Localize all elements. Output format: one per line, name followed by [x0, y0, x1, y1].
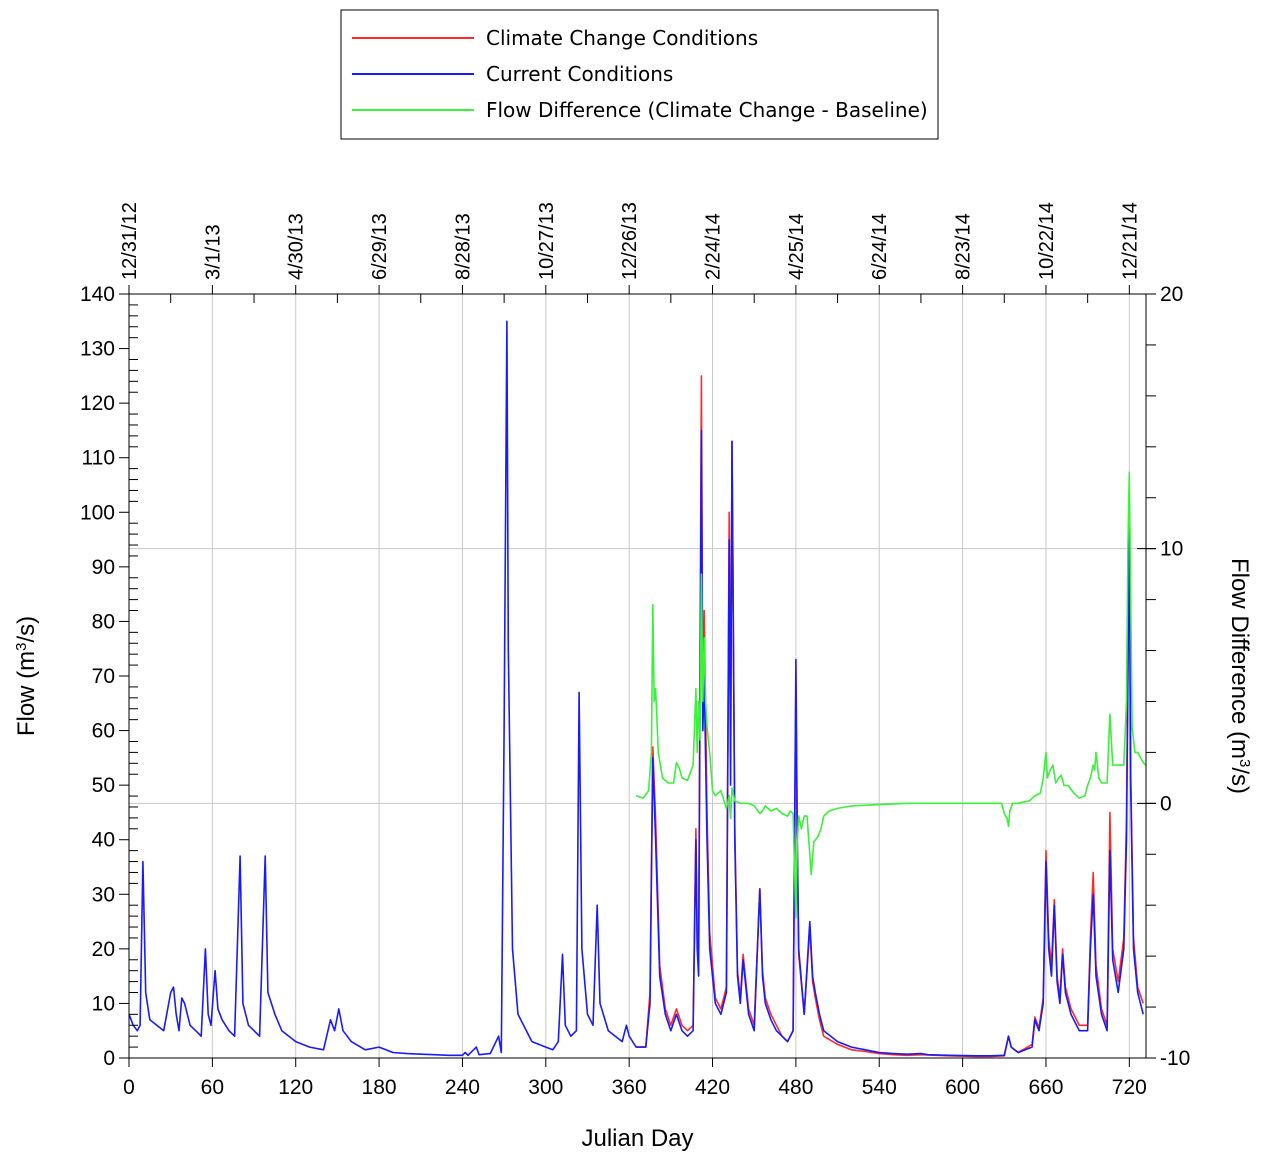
y2-tick-label--10: -10	[1160, 1047, 1190, 1070]
top-date-label-300: 10/27/13	[536, 202, 558, 280]
legend: Climate Change Conditions Current Conditi…	[340, 9, 939, 140]
y2-tick-label-0: 0	[1160, 792, 1172, 815]
series-line-2	[635, 471, 1146, 919]
top-date-label-180: 6/29/13	[369, 213, 391, 280]
top-date-label-0: 12/31/12	[119, 202, 141, 280]
left-y-axis-title-main: Flow (m	[13, 651, 40, 736]
y-tick-label-60: 60	[92, 720, 115, 743]
x-tick-label-540: 540	[862, 1076, 897, 1099]
legend-label-1: Current Conditions	[486, 62, 673, 86]
top-date-label-540: 6/24/14	[869, 213, 891, 280]
x-tick-label-180: 180	[362, 1076, 397, 1099]
top-date-label-240: 8/28/13	[452, 213, 474, 280]
top-date-label-420: 2/24/14	[703, 213, 725, 280]
y-tick-label-130: 130	[80, 338, 115, 361]
top-date-label-360: 12/26/13	[619, 202, 641, 280]
legend-label-0: Climate Change Conditions	[486, 26, 758, 50]
x-tick-label-300: 300	[528, 1076, 563, 1099]
y-tick-label-0: 0	[103, 1047, 115, 1070]
x-tick-label-720: 720	[1112, 1076, 1147, 1099]
y-tick-label-30: 30	[92, 883, 115, 906]
y-tick-label-40: 40	[92, 829, 115, 852]
left-y-axis-title-tail: /s)	[13, 616, 40, 643]
y-tick-label-100: 100	[80, 501, 115, 524]
x-tick-label-240: 240	[445, 1076, 480, 1099]
right-y-axis-title: Flow Difference (m3/s)	[1226, 558, 1254, 794]
left-y-axis-title-sup: 3	[13, 643, 30, 651]
top-date-label-660: 10/22/14	[1036, 202, 1058, 280]
legend-label-2: Flow Difference (Climate Change - Baseli…	[486, 98, 928, 122]
y2-tick-label-20: 20	[1160, 283, 1183, 306]
left-y-axis-title: Flow (m3/s)	[13, 616, 41, 736]
x-tick-label-600: 600	[945, 1076, 980, 1099]
top-date-label-480: 4/25/14	[786, 213, 808, 280]
x-axis-title: Julian Day	[581, 1125, 693, 1152]
right-y-axis-title-main: Flow Difference (m	[1226, 558, 1253, 759]
axes-layer: 0 60 120 180 240 300 360 420 480 540 600 660 72012/3…	[80, 202, 1190, 1099]
y2-tick-label-10: 10	[1160, 538, 1183, 561]
y-tick-label-80: 80	[92, 610, 115, 633]
x-tick-label-60: 60	[201, 1076, 224, 1099]
y-tick-label-110: 110	[82, 447, 115, 470]
right-y-axis-title-sup: 3	[1237, 759, 1254, 767]
y-tick-label-20: 20	[92, 938, 115, 961]
top-date-label-60: 3/1/13	[202, 224, 224, 280]
grid-lines	[129, 294, 1146, 1058]
x-tick-label-360: 360	[612, 1076, 647, 1099]
x-tick-label-0: 0	[123, 1076, 135, 1099]
top-date-label-720: 12/21/14	[1119, 202, 1141, 280]
right-y-axis-title-tail: /s)	[1226, 767, 1253, 794]
x-tick-label-120: 120	[278, 1076, 313, 1099]
y-tick-label-50: 50	[92, 774, 115, 797]
y-tick-label-140: 140	[80, 283, 115, 306]
top-date-label-600: 8/23/14	[953, 213, 975, 280]
x-tick-label-660: 660	[1028, 1076, 1063, 1099]
y-tick-label-10: 10	[92, 992, 115, 1015]
x-tick-label-480: 480	[778, 1076, 813, 1099]
series-layer	[129, 320, 1146, 1058]
plot-frame	[128, 293, 1147, 1059]
series-line-1	[129, 320, 1144, 1057]
x-tick-label-420: 420	[695, 1076, 730, 1099]
y-tick-label-90: 90	[92, 556, 115, 579]
top-date-label-120: 4/30/13	[286, 213, 308, 280]
y-tick-label-70: 70	[92, 665, 115, 688]
y-tick-label-120: 120	[80, 392, 115, 415]
